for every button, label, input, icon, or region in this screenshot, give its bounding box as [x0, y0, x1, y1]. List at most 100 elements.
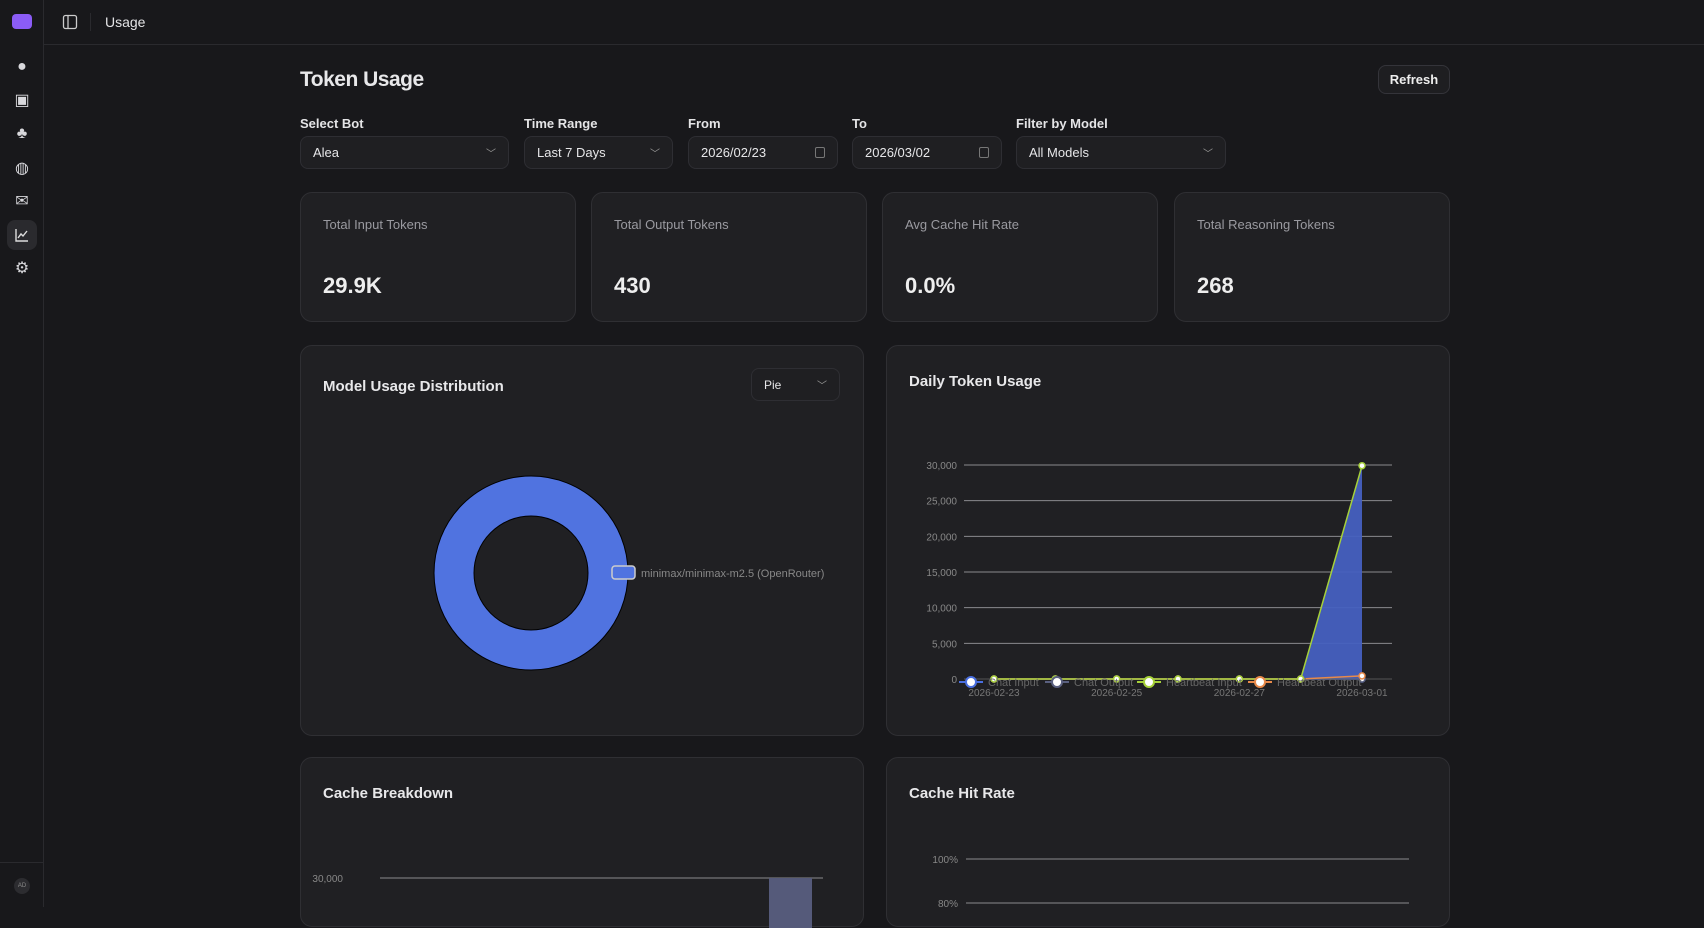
sidebar-toggle-icon[interactable] [62, 14, 78, 30]
y-tick-label: 100% [932, 855, 958, 866]
globe-icon[interactable]: ◍ [15, 160, 29, 177]
bar [769, 878, 812, 928]
chevron-down-icon: ﹀ [817, 381, 827, 392]
card-title: Cache Breakdown [323, 785, 454, 802]
select-bot-dropdown[interactable]: Alea ﹀ [300, 136, 509, 169]
chevron-down-icon: ﹀ [650, 149, 660, 160]
topbar: Usage [44, 0, 1704, 45]
y-tick-label: 10,000 [926, 604, 957, 615]
y-tick-label: 25,000 [926, 497, 957, 508]
data-point [990, 675, 998, 683]
stat-label: Avg Cache Hit Rate [905, 217, 1019, 232]
card-title: Daily Token Usage [909, 373, 1042, 390]
data-point [1358, 672, 1366, 680]
bot-icon[interactable]: ▣ [14, 92, 30, 109]
filter-model-value: All Models [1029, 145, 1089, 160]
card-title: Model Usage Distribution [323, 378, 504, 395]
stat-label: Total Input Tokens [323, 217, 428, 232]
sidebar-divider [0, 862, 44, 863]
cache-bar-chart: 30,000 [312, 874, 823, 928]
data-point [1296, 675, 1305, 683]
page-title: Token Usage [300, 68, 424, 91]
time-range-dropdown[interactable]: Last 7 Days ﹀ [524, 136, 673, 169]
legend-marker [1143, 676, 1155, 688]
y-tick-label: 20,000 [926, 532, 957, 543]
data-point [1235, 675, 1244, 683]
stat-card-cache: Avg Cache Hit Rate 0.0% [882, 192, 1158, 322]
legend-label: minimax/minimax-m2.5 (OpenRouter) [641, 568, 824, 580]
cache-breakdown-card: Cache Breakdown 30,000 [300, 757, 864, 928]
x-tick-label: 2026-02-23 [968, 688, 1020, 699]
daily-line-chart: 0 5,000 10,000 15,000 20,000 25,000 30,000 2026… [926, 461, 1392, 699]
chevron-down-icon: ﹀ [486, 149, 496, 160]
stat-card-input: Total Input Tokens 29.9K [300, 192, 576, 322]
x-tick-label: 2026-03-01 [1336, 688, 1388, 699]
time-range-value: Last 7 Days [537, 145, 606, 160]
data-point [1358, 461, 1366, 470]
stat-value: 29.9K [323, 273, 382, 298]
avatar[interactable]: AD [14, 878, 30, 894]
stat-card-output: Total Output Tokens 430 [591, 192, 867, 322]
from-label: From [688, 116, 721, 131]
stat-label: Total Output Tokens [614, 217, 729, 232]
slice-outline [473, 515, 589, 631]
time-range-label: Time Range [524, 116, 598, 131]
breadcrumb: Usage [105, 14, 146, 30]
legend-label: Heartbeat Input [1166, 677, 1242, 689]
daily-usage-card: Daily Token Usage 0 5,000 10,000 15,000 20,0… [886, 345, 1450, 736]
y-tick-label: 30,000 [926, 461, 957, 472]
card-title: Cache Hit Rate [909, 785, 1015, 802]
chart-type-dropdown[interactable]: Pie ﹀ [751, 368, 840, 401]
cache-hit-chart: 100% 80% [932, 855, 1409, 910]
mail-icon[interactable]: ✉ [15, 193, 29, 210]
chart-icon[interactable] [7, 220, 37, 250]
x-tick-label: 2026-02-27 [1214, 688, 1266, 699]
legend-label: Chat Output [1074, 677, 1133, 689]
data-point [1174, 675, 1182, 683]
skills-icon[interactable]: ♣ [16, 125, 28, 142]
from-date-input[interactable]: 2026/02/23 [688, 136, 838, 169]
data-point [1112, 675, 1121, 683]
divider [90, 13, 91, 31]
cache-hit-card: Cache Hit Rate 100% 80% [886, 757, 1450, 927]
legend-swatch [611, 565, 636, 580]
stat-value: 268 [1197, 273, 1234, 298]
stat-card-reasoning: Total Reasoning Tokens 268 [1174, 192, 1450, 322]
select-bot-label: Select Bot [300, 116, 364, 131]
donut-chart: minimax/minimax-m2.5 (OpenRouter) [433, 475, 824, 671]
legend-marker [1254, 676, 1266, 688]
stat-value: 430 [614, 273, 651, 298]
stat-label: Total Reasoning Tokens [1197, 217, 1335, 232]
from-date-value: 2026/02/23 [701, 145, 767, 160]
pie-slice [434, 476, 628, 670]
refresh-button[interactable]: Refresh [1378, 65, 1450, 94]
filter-model-label: Filter by Model [1016, 116, 1108, 131]
to-label: To [852, 116, 867, 131]
select-bot-value: Alea [313, 145, 340, 160]
y-tick-label: 30,000 [312, 874, 343, 885]
filter-model-dropdown[interactable]: All Models ﹀ [1016, 136, 1226, 169]
y-tick-label: 80% [938, 899, 958, 910]
calendar-icon[interactable] [979, 147, 989, 158]
y-tick-label: 5,000 [932, 639, 957, 650]
y-tick-label: 15,000 [926, 568, 957, 579]
x-tick-label: 2026-02-25 [1091, 688, 1143, 699]
app-logo[interactable] [12, 14, 32, 29]
to-date-input[interactable]: 2026/03/02 [852, 136, 1002, 169]
legend-marker [1051, 676, 1063, 688]
slice-outline [433, 475, 629, 671]
legend-label: Chat Input [988, 677, 1039, 689]
sidebar: ● ▣ ♣ ◍ ✉ ⚙ AD [0, 0, 44, 907]
chevron-down-icon: ﹀ [1203, 149, 1213, 160]
gear-icon[interactable]: ⚙ [14, 260, 30, 277]
calendar-icon[interactable] [815, 147, 825, 158]
legend-label: Heartbeat Output [1277, 677, 1361, 689]
chart-type-value: Pie [764, 377, 782, 392]
model-distribution-card: Model Usage Distribution Pie ﹀ minimax/mi… [300, 345, 864, 736]
area-fill [994, 465, 1362, 679]
chat-icon[interactable]: ● [17, 58, 27, 75]
stat-value: 0.0% [905, 273, 956, 298]
to-date-value: 2026/03/02 [865, 145, 931, 160]
legend-marker [965, 676, 977, 688]
y-tick-label: 0 [951, 675, 957, 686]
